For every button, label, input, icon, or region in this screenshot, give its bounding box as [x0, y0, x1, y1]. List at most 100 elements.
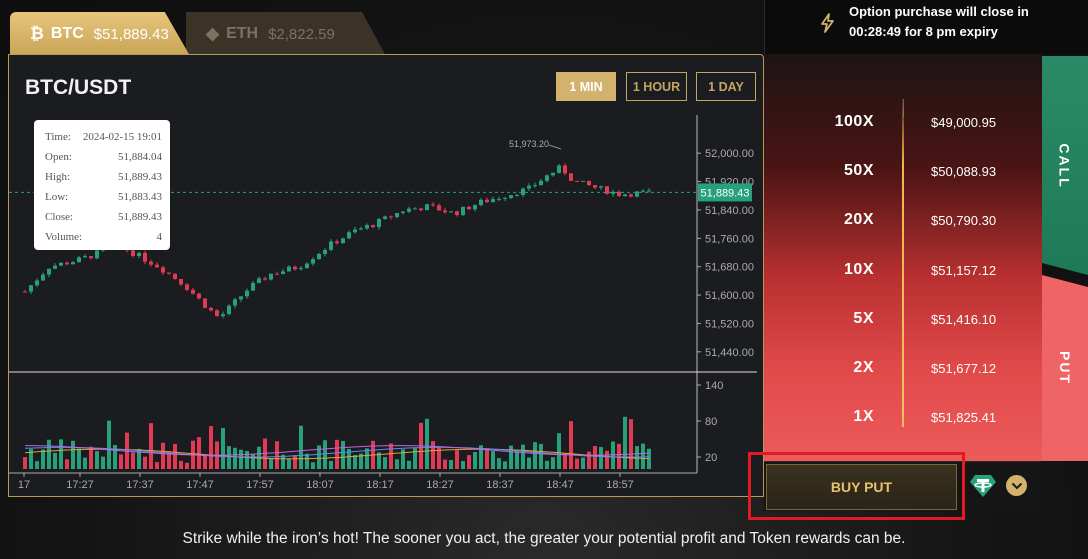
candle: [179, 278, 183, 285]
call-label: CALL: [1056, 142, 1073, 189]
volume-bar: [77, 448, 81, 469]
volume-bar: [41, 449, 45, 469]
timeframe-1min-button[interactable]: 1 MIN: [556, 72, 616, 101]
tooltip-time-label: Time:: [45, 131, 71, 143]
volume-bar: [131, 452, 135, 469]
volume-bar: [59, 439, 63, 469]
candle: [317, 253, 321, 260]
tab-btc[interactable]: ₿ BTC $51,889.43: [10, 12, 190, 56]
volume-bar: [605, 450, 609, 469]
candle: [485, 199, 489, 203]
volume-bar: [545, 460, 549, 469]
volume-bar: [35, 461, 39, 469]
volume-bar: [587, 451, 591, 469]
pair-title: BTC/USDT: [25, 76, 132, 99]
footer-message: Strike while the iron’s hot! The sooner …: [182, 530, 906, 547]
volume-bar: [635, 446, 639, 469]
multiplier-value: 1X: [853, 408, 874, 425]
volume-bar: [29, 448, 33, 469]
candle: [251, 282, 255, 291]
multiplier-row[interactable]: 20X $50,790.30: [764, 205, 1042, 235]
candle: [599, 186, 603, 188]
candle: [425, 204, 429, 211]
candle: [383, 216, 387, 220]
volume-bar: [227, 446, 231, 469]
price-tick-label: 51,760.00: [705, 233, 754, 245]
multiplier-value: 10X: [844, 261, 874, 278]
candle: [143, 252, 147, 262]
multiplier-row[interactable]: 5X $51,416.10: [764, 304, 1042, 334]
volume-bar: [569, 421, 573, 469]
volume-bar: [113, 445, 117, 469]
candle: [221, 314, 225, 317]
strike-price: $50,790.30: [931, 212, 997, 228]
timeframe-1hour-button[interactable]: 1 HOUR: [626, 72, 687, 101]
multiplier-row[interactable]: 2X $51,677.12: [764, 353, 1042, 383]
candle: [431, 204, 435, 206]
price-tick-label: 51,840.00: [705, 205, 754, 217]
volume-bar: [203, 455, 207, 469]
candle: [281, 271, 285, 274]
candle: [635, 191, 639, 197]
candle: [569, 173, 573, 181]
time-tick-label: 17:57: [246, 479, 274, 491]
volume-tick-label: 20: [705, 452, 717, 464]
time-tick-label: 18:37: [486, 479, 514, 491]
candle: [341, 238, 345, 244]
volume-bar: [485, 448, 489, 469]
tooltip-close-label: Close:: [45, 211, 74, 223]
tooltip-low-label: Low:: [45, 191, 69, 203]
time-tick-label: 17:27: [66, 479, 94, 491]
volume-bar: [275, 441, 279, 469]
chevron-down-icon[interactable]: [1006, 475, 1027, 496]
timeframe-1day-button[interactable]: 1 DAY: [696, 72, 756, 101]
volume-ma-line: [25, 445, 650, 456]
candle: [71, 262, 75, 265]
candle: [299, 268, 303, 270]
chart-panel: 52,000.00 51,920.00 51,840.00 51,760.00 51,6…: [8, 54, 764, 497]
multiplier-row[interactable]: 100X $49,000.95: [764, 107, 1042, 137]
candle: [269, 273, 273, 280]
volume-bar: [281, 454, 285, 469]
candle: [545, 175, 549, 181]
volume-bar: [455, 450, 459, 469]
put-tab[interactable]: PUT: [1042, 275, 1088, 461]
candle: [515, 195, 519, 197]
volume-bar: [299, 425, 303, 469]
multiplier-row[interactable]: 1X $51,825.41: [764, 402, 1042, 432]
volume-bar: [407, 460, 411, 469]
price-chart[interactable]: 52,000.0051,920.0051,840.0051,760.0051,6…: [9, 55, 764, 497]
multiplier-panel: 100X $49,000.95 50X $50,088.93 20X $50,790.…: [764, 54, 1042, 461]
volume-bar: [269, 458, 273, 469]
candle: [641, 190, 645, 192]
volume-bar: [401, 449, 405, 469]
multiplier-row[interactable]: 50X $50,088.93: [764, 156, 1042, 186]
candle: [95, 250, 99, 259]
volume-bar: [491, 451, 495, 469]
candle: [161, 267, 165, 273]
buy-put-button[interactable]: BUY PUT: [766, 464, 957, 510]
candle: [35, 280, 39, 286]
candle: [209, 307, 213, 311]
tab-eth[interactable]: ◆ ETH $2,822.59: [186, 12, 386, 56]
candle-tooltip: Time: 2024-02-15 19:01 Open: 51,884.04 Hig…: [34, 120, 170, 250]
volume-bar: [155, 462, 159, 469]
tooltip-high: 51,889.43: [118, 171, 162, 183]
candle: [23, 291, 27, 293]
volume-bar: [599, 447, 603, 469]
multiplier-row[interactable]: 10X $51,157.12: [764, 255, 1042, 285]
tooltip-volume-label: Volume:: [45, 231, 83, 243]
time-tick-label: 18:27: [426, 479, 454, 491]
current-price-label: 51,889.43: [701, 187, 750, 199]
candle: [233, 299, 237, 306]
volume-bar: [329, 460, 333, 469]
candle: [401, 211, 405, 213]
time-tick-label: 18:57: [606, 479, 634, 491]
volume-bar: [167, 451, 171, 469]
bitcoin-icon: ₿: [30, 24, 44, 43]
call-tab[interactable]: CALL: [1042, 56, 1088, 275]
volume-bar: [629, 419, 633, 469]
tab-symbol: ETH: [226, 25, 259, 42]
tether-icon[interactable]: [969, 473, 997, 499]
candle: [533, 185, 537, 187]
